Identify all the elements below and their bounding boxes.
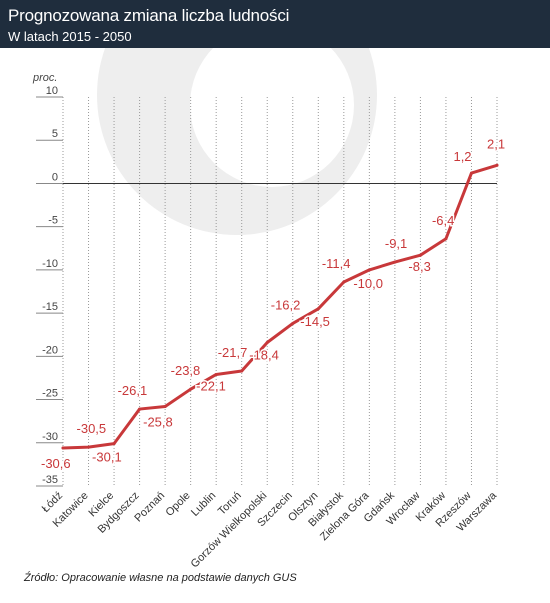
- data-label-halo: -14,5: [300, 314, 330, 329]
- data-label: -11,4: [322, 256, 351, 271]
- data-point: [291, 321, 295, 325]
- data-point: [393, 260, 397, 264]
- data-point: [189, 387, 193, 391]
- y-tick-label: 0: [52, 171, 58, 183]
- data-label-halo: -23,8: [171, 363, 201, 378]
- data-label: 2,1: [487, 136, 505, 151]
- y-axis-unit-label: proc.: [32, 72, 57, 84]
- data-label: -8,3: [408, 259, 430, 274]
- data-label: 1,2: [453, 149, 471, 164]
- y-tick-label: -10: [42, 258, 58, 270]
- data-point: [214, 372, 218, 376]
- data-label-halo: -8,3: [408, 259, 430, 274]
- chart-title: Prognozowana zmiana liczba ludności: [8, 6, 290, 25]
- data-point: [163, 404, 167, 408]
- data-label: -14,5: [300, 314, 330, 329]
- y-tick-label: 10: [46, 85, 58, 97]
- data-label-halo: -6,4: [432, 213, 454, 228]
- data-point: [469, 171, 473, 175]
- data-label: -18,4: [249, 348, 279, 363]
- data-label: -26,1: [118, 383, 148, 398]
- data-label-halo: -10,0: [353, 276, 383, 291]
- data-label-halo: -26,1: [118, 383, 148, 398]
- data-label: -21,7: [218, 345, 248, 360]
- data-point: [112, 442, 116, 446]
- data-label-halo: -21,7: [218, 345, 248, 360]
- data-label-halo: -22,1: [196, 378, 226, 393]
- x-axis: ŁódźKatowiceKielceBydgoszczPoznańOpoleLu…: [40, 489, 500, 570]
- data-label-halo: -11,4: [322, 256, 351, 271]
- data-point: [61, 446, 65, 450]
- x-tick-label: Opole: [164, 490, 193, 519]
- data-point: [342, 280, 346, 284]
- header-bar: Prognozowana zmiana liczba ludności W la…: [0, 0, 550, 48]
- data-label-halo: -9,1: [385, 236, 407, 251]
- data-label-halo: -30,5: [77, 421, 107, 436]
- data-label: -30,5: [77, 421, 107, 436]
- y-tick-label: -15: [42, 301, 58, 313]
- chart-subtitle: W latach 2015 - 2050: [8, 29, 132, 44]
- data-label: -6,4: [432, 213, 454, 228]
- chart-grid: [62, 97, 498, 486]
- y-tick-label: -35: [42, 474, 58, 486]
- y-tick-label: -5: [48, 215, 58, 227]
- y-tick-label: -20: [42, 344, 58, 356]
- y-tick-label: 5: [52, 128, 58, 140]
- y-axis: proc.10 5 0 -5 -10 -15 -20 -25 -30 -35: [32, 72, 63, 487]
- data-label: -22,1: [196, 378, 226, 393]
- data-label-halo: -18,4: [249, 348, 279, 363]
- data-label: -30,6: [41, 456, 71, 471]
- data-label: -9,1: [385, 236, 407, 251]
- series-line: [61, 163, 499, 450]
- data-point: [87, 445, 91, 449]
- data-label-halo: -30,6: [41, 456, 71, 471]
- data-label: -25,8: [143, 414, 173, 429]
- data-point: [367, 268, 371, 272]
- data-point: [240, 369, 244, 373]
- data-label-halo: -16,2: [271, 297, 301, 312]
- data-label-halo: -30,1: [92, 450, 122, 465]
- data-point: [495, 163, 499, 167]
- y-tick-label: -25: [42, 388, 58, 400]
- data-point: [138, 407, 142, 411]
- data-label: -23,8: [171, 363, 201, 378]
- data-series: [61, 163, 499, 450]
- data-label-halo: 2,1: [487, 136, 505, 151]
- data-label: -10,0: [353, 276, 383, 291]
- y-tick-label: -30: [42, 431, 58, 443]
- source-note: Źródło: Opracowanie własne na podstawie …: [24, 572, 297, 584]
- data-point: [444, 237, 448, 241]
- watermark-logo: [97, 0, 377, 235]
- data-label: -16,2: [271, 297, 301, 312]
- data-point: [316, 307, 320, 311]
- watermark-inner-circle: [190, 23, 354, 187]
- data-labels: -30,6-30,6-30,5-30,5-30,1-30,1-26,1-26,1…: [40, 135, 507, 473]
- data-label: -30,1: [92, 450, 122, 465]
- x-tick-label: Lublin: [189, 490, 218, 519]
- data-label-halo: -25,8: [143, 414, 173, 429]
- data-point: [418, 253, 422, 257]
- data-label-halo: 1,2: [453, 149, 471, 164]
- data-point: [265, 341, 269, 345]
